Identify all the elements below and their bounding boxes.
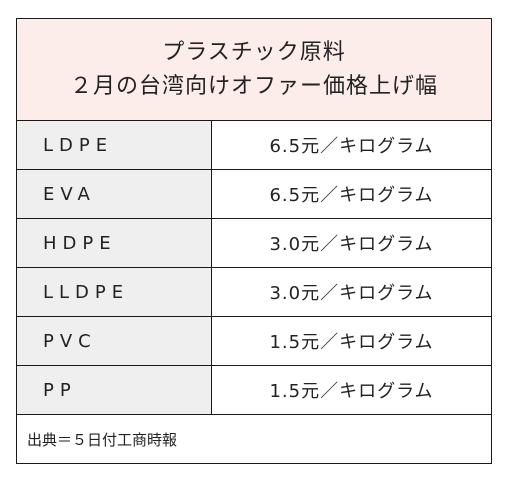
material-name-cell: PP (17, 366, 212, 414)
table-row: PVC 1.5元／キログラム (17, 317, 491, 366)
price-increase-cell: 6.5元／キログラム (212, 121, 491, 169)
table-row: LLDPE 3.0元／キログラム (17, 268, 491, 317)
price-increase-cell: 6.5元／キログラム (212, 170, 491, 218)
title-line-1: プラスチック原料 (162, 39, 346, 65)
material-name-cell: EVA (17, 170, 212, 218)
price-table: プラスチック原料 ２月の台湾向けオファー価格上げ幅 LDPE 6.5元／キログラ… (16, 18, 492, 464)
table-row: PP 1.5元／キログラム (17, 366, 491, 415)
material-name-cell: LDPE (17, 121, 212, 169)
price-increase-cell: 3.0元／キログラム (212, 268, 491, 316)
price-increase-cell: 1.5元／キログラム (212, 317, 491, 365)
material-name-cell: PVC (17, 317, 212, 365)
price-increase-cell: 3.0元／キログラム (212, 219, 491, 267)
table-title: プラスチック原料 ２月の台湾向けオファー価格上げ幅 (17, 19, 491, 121)
table-body: LDPE 6.5元／キログラム EVA 6.5元／キログラム HDPE 3.0元… (17, 121, 491, 415)
table-row: EVA 6.5元／キログラム (17, 170, 491, 219)
table-row: HDPE 3.0元／キログラム (17, 219, 491, 268)
material-name-cell: HDPE (17, 219, 212, 267)
price-increase-cell: 1.5元／キログラム (212, 366, 491, 414)
title-line-2: ２月の台湾向けオファー価格上げ幅 (69, 73, 438, 99)
table-row: LDPE 6.5元／キログラム (17, 121, 491, 170)
material-name-cell: LLDPE (17, 268, 212, 316)
source-note: 出典＝５日付工商時報 (27, 430, 178, 449)
